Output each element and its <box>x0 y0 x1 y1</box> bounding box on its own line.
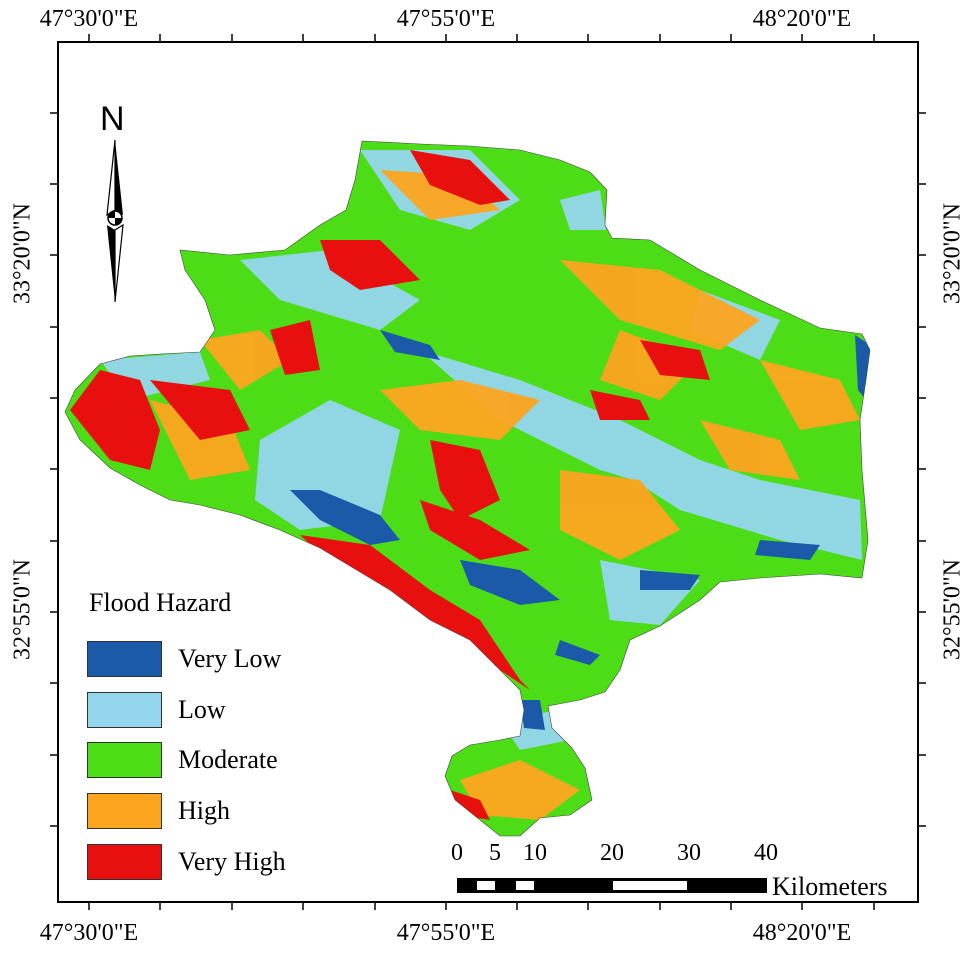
legend-item-very-high: Very High <box>87 843 286 881</box>
legend-swatch <box>87 742 162 778</box>
legend-label: Moderate <box>178 745 278 774</box>
graticule-ticks <box>50 34 926 910</box>
north-letter: N <box>100 100 125 138</box>
lon-label-bottom-2: 47°55'0"E <box>396 920 496 946</box>
legend-label: High <box>178 796 230 825</box>
study-area-boundary <box>64 140 871 837</box>
legend-item-high: High <box>87 792 230 830</box>
lon-label-top-3: 48°20'0"E <box>752 6 852 32</box>
legend-title: Flood Hazard <box>89 588 232 617</box>
legend-item-very-low: Very Low <box>87 640 281 678</box>
scale-unit-label: Kilometers <box>772 872 888 901</box>
legend-swatch <box>87 692 162 728</box>
scale-tick-20: 20 <box>600 840 624 866</box>
scale-tick-30: 30 <box>677 840 701 866</box>
lon-label-bottom-3: 48°20'0"E <box>752 920 852 946</box>
north-arrow-icon <box>106 139 124 303</box>
scale-tick-0: 0 <box>451 840 463 866</box>
lon-label-top-1: 47°30'0"E <box>39 6 139 32</box>
legend-swatch <box>87 844 162 880</box>
scale-bar <box>457 878 767 893</box>
legend-label: Very High <box>178 847 286 876</box>
legend-swatch <box>87 793 162 829</box>
legend-label: Low <box>178 695 226 724</box>
legend-item-low: Low <box>87 691 226 729</box>
scale-tick-10: 10 <box>523 840 547 866</box>
legend-item-moderate: Moderate <box>87 741 278 779</box>
legend-label: Very Low <box>178 644 282 673</box>
lon-label-top-2: 47°55'0"E <box>396 6 496 32</box>
lon-label-bottom-1: 47°30'0"E <box>39 920 139 946</box>
scale-tick-40: 40 <box>754 840 778 866</box>
scale-tick-5: 5 <box>489 840 501 866</box>
legend-swatch <box>87 641 162 677</box>
